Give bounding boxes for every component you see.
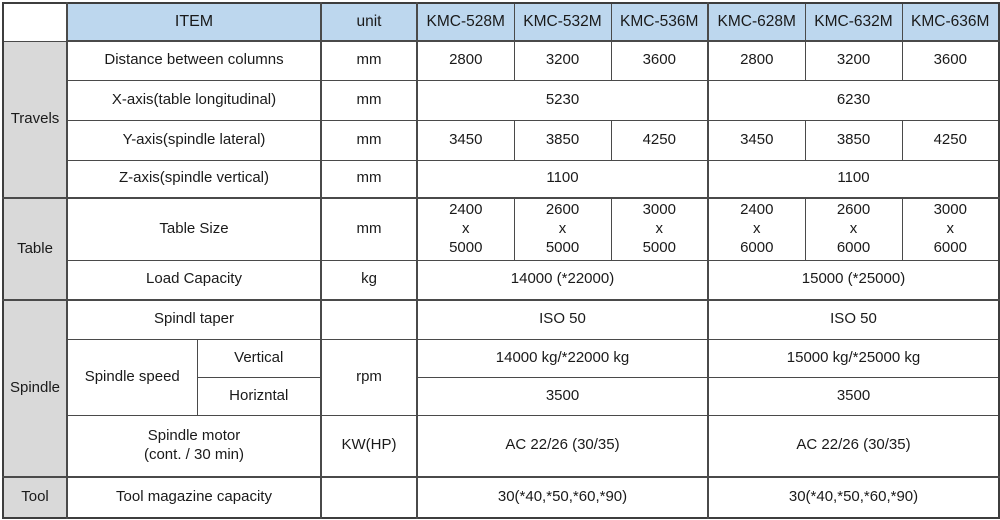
- value-cell: 2800: [416, 40, 515, 81]
- row-z-axis: Z-axis(spindle vertical) mm 1100 1100: [3, 159, 1000, 199]
- value-cell: ISO 50: [707, 299, 1000, 340]
- model-header-kmc-528m: KMC-528M: [416, 2, 515, 42]
- unit-cell: mm: [320, 79, 418, 121]
- model-header-kmc-628m: KMC-628M: [707, 2, 806, 42]
- row-distance: Travels Distance between columns mm 2800…: [2, 40, 1000, 199]
- value-cell: 3200: [513, 40, 612, 81]
- value-cell: 30(*40,*50,*60,*90): [416, 476, 709, 519]
- unit-cell: mm: [320, 159, 418, 199]
- row-x-axis: X-axis(table longitudinal) mm 5230 6230: [3, 79, 1000, 121]
- value-cell: 3200: [804, 40, 903, 81]
- unit-cell: [320, 299, 418, 340]
- model-header-kmc-532m: KMC-532M: [513, 2, 612, 42]
- unit-cell: mm: [320, 119, 418, 161]
- row-label-z-axis: Z-axis(spindle vertical): [66, 159, 322, 199]
- value-cell: 4250: [901, 119, 1000, 161]
- row-table-size: Table Table Size mm 2400 x 5000 2600 x 5…: [2, 197, 1000, 301]
- group-spindle: Spindle: [2, 299, 68, 478]
- row-spindle-motor: Spindle motor (cont. / 30 min) KW(HP) AC…: [3, 414, 1000, 478]
- value-cell: 3850: [804, 119, 903, 161]
- value-cell: 15000 (*25000): [707, 259, 1000, 301]
- value-cell: ISO 50: [416, 299, 709, 340]
- model-header-kmc-632m: KMC-632M: [804, 2, 903, 42]
- row-label-x-axis: X-axis(table longitudinal): [66, 79, 322, 121]
- row-label-spindle-speed: Spindle speed: [66, 338, 198, 416]
- value-cell: 1100: [707, 159, 1000, 199]
- value-cell: 3850: [513, 119, 612, 161]
- model-header-kmc-636m: KMC-636M: [901, 2, 1000, 42]
- group-tool: Tool: [2, 476, 68, 519]
- value-cell: 2400 x 6000: [707, 197, 806, 261]
- value-cell: 6230: [707, 79, 1000, 121]
- unit-cell: [320, 476, 418, 519]
- group-travels: Travels: [2, 40, 68, 199]
- group-table: Table: [2, 197, 68, 301]
- value-cell: 3450: [707, 119, 806, 161]
- row-load-capacity: Load Capacity kg 14000 (*22000) 15000 (*…: [3, 259, 1000, 301]
- value-cell: 3500: [707, 376, 1000, 416]
- value-cell: 30(*40,*50,*60,*90): [707, 476, 1000, 519]
- value-cell: 2600 x 5000: [513, 197, 612, 261]
- unit-cell: mm: [320, 197, 418, 261]
- value-cell: AC 22/26 (30/35): [416, 414, 709, 478]
- row-label-y-axis: Y-axis(spindle lateral): [66, 119, 322, 161]
- value-cell: 3450: [416, 119, 515, 161]
- value-cell: 5230: [416, 79, 709, 121]
- sub-label-vertical: Vertical: [196, 338, 322, 378]
- value-cell: 3000 x 6000: [901, 197, 1000, 261]
- row-tool-magazine: Tool Tool magazine capacity 30(*40,*50,*…: [2, 476, 1000, 519]
- value-cell: 3600: [901, 40, 1000, 81]
- row-label-distance: Distance between columns: [66, 40, 322, 81]
- corner-cell: [2, 2, 68, 42]
- row-label-load-capacity: Load Capacity: [66, 259, 322, 301]
- row-spindle-speed-vertical: Spindle speed Vertical rpm 14000 kg/*220…: [3, 338, 1000, 416]
- value-cell: 1100: [416, 159, 709, 199]
- item-column-header: ITEM: [66, 2, 322, 42]
- value-cell: 3500: [416, 376, 709, 416]
- unit-cell: KW(HP): [320, 414, 418, 478]
- row-label-table-size: Table Size: [66, 197, 322, 261]
- unit-column-header: unit: [320, 2, 418, 42]
- model-header-kmc-536m: KMC-536M: [610, 2, 709, 42]
- value-cell: 3600: [610, 40, 709, 81]
- unit-cell: rpm: [320, 338, 418, 416]
- row-y-axis: Y-axis(spindle lateral) mm 3450 3850 425…: [3, 119, 1000, 161]
- value-cell: 4250: [610, 119, 709, 161]
- row-label-spindle-motor: Spindle motor (cont. / 30 min): [66, 414, 322, 478]
- unit-cell: mm: [320, 40, 418, 81]
- value-cell: 2600 x 6000: [804, 197, 903, 261]
- row-label-spindle-taper: Spindl taper: [66, 299, 322, 340]
- row-spindle-speed-horizontal: Horizntal 3500 3500: [3, 376, 1000, 416]
- header-row: ITEM unit KMC-528M KMC-532M KMC-536M KMC…: [2, 2, 1000, 42]
- value-cell: 14000 kg/*22000 kg: [416, 338, 709, 378]
- sub-label-horizontal: Horizntal: [196, 376, 322, 416]
- row-label-tool-magazine: Tool magazine capacity: [66, 476, 322, 519]
- value-cell: AC 22/26 (30/35): [707, 414, 1000, 478]
- value-cell: 15000 kg/*25000 kg: [707, 338, 1000, 378]
- value-cell: 3000 x 5000: [610, 197, 709, 261]
- row-spindle-taper: Spindle Spindl taper ISO 50 ISO 50: [2, 299, 1000, 478]
- value-cell: 14000 (*22000): [416, 259, 709, 301]
- value-cell: 2800: [707, 40, 806, 81]
- value-cell: 2400 x 5000: [416, 197, 515, 261]
- unit-cell: kg: [320, 259, 418, 301]
